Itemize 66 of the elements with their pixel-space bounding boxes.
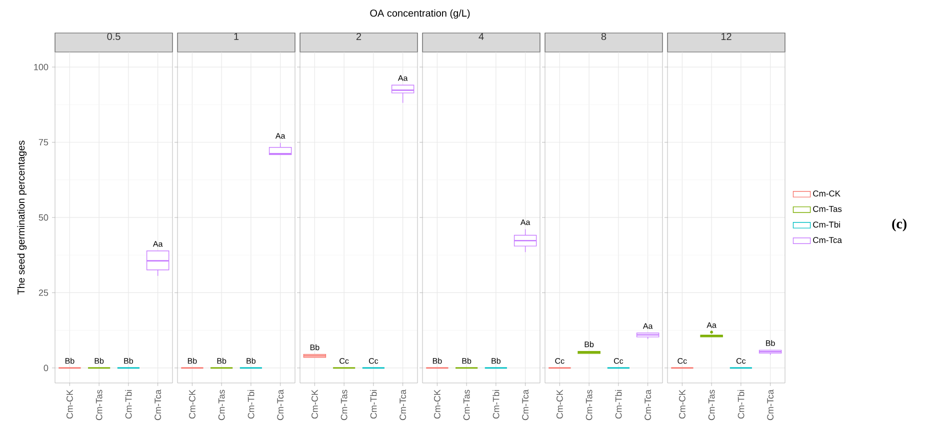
x-tick-label: Cm-CK (556, 390, 563, 419)
annotation: Bb (462, 358, 472, 364)
annotation: Cc (368, 358, 378, 364)
x-tick-label: Cm-CK (312, 390, 318, 419)
legend-label: Cm-Tca (813, 237, 842, 244)
y-tick-label: 100 (34, 64, 48, 70)
x-tick-label: Cm-Tbi (125, 390, 132, 419)
annotation: Cc (614, 358, 624, 364)
x-tick-label: Cm-Tbi (248, 390, 254, 419)
x-tick-label: Cm-Tbi (492, 390, 500, 419)
x-tick-label: Cm-Tas (708, 390, 715, 420)
legend-label: Cm-Tas (813, 206, 842, 212)
x-tick-label: Cm-Tca (400, 390, 406, 420)
annotation: Bb (492, 358, 500, 364)
annotation: Bb (246, 358, 256, 364)
y-tick-label: 0 (44, 364, 48, 372)
annotation: Cc (678, 358, 687, 364)
chart-title: 1 (234, 33, 239, 40)
x-tick-label: Cm-Tas (218, 390, 225, 420)
y-tick-label: 25 (38, 290, 48, 296)
annotation: Bb (65, 358, 74, 364)
x-tick-label: Cm-CK (679, 390, 686, 419)
annotation: Bb (310, 344, 320, 350)
annotation: Aa (398, 75, 408, 81)
text: OA concentration (g/L) (370, 9, 470, 19)
annotation: Aa (520, 219, 530, 226)
annotation: Cc (736, 358, 746, 364)
chart-title: 0.5 (107, 32, 120, 40)
text: (c) (892, 218, 906, 232)
chart-title: 12 (721, 33, 732, 40)
annotation: Aa (152, 241, 163, 247)
legend-label: Cm-CK (813, 190, 840, 197)
x-tick-label: Cm-Tbi (615, 390, 622, 419)
y-tick-label: 75 (38, 139, 48, 146)
x-tick-label: Cm-Tbi (738, 390, 744, 419)
x-tick-label: Cm-Tbi (370, 390, 377, 419)
annotation: Aa (706, 322, 716, 328)
y-axis-title: The seed germination percentages (17, 140, 27, 295)
x-tick-label: Cm-Tca (522, 390, 529, 420)
annotation: Bb (432, 358, 442, 364)
x-tick-label: Cm-CK (434, 390, 440, 419)
x-tick-label: Cm-Tca (154, 390, 162, 420)
annotation: Bb (217, 358, 226, 364)
x-tick-label: Cm-Tas (463, 390, 470, 420)
x-tick-label: Cm-Tas (96, 390, 102, 420)
annotation: Bb (94, 358, 104, 364)
annotation: Cc (555, 358, 564, 364)
chart-title: 8 (601, 32, 606, 40)
x-tick-label: Cm-Tca (277, 390, 284, 420)
annotation: Bb (766, 340, 775, 346)
x-tick-label: Cm-Tas (586, 390, 592, 420)
annotation: Bb (584, 341, 594, 348)
annotation: Bb (124, 358, 133, 364)
x-tick-label: Cm-CK (189, 390, 196, 419)
chart-title: 4 (478, 33, 484, 40)
legend-label: Cm-Tbi (813, 221, 840, 228)
annotation: Aa (275, 133, 286, 139)
chart-title: 2 (356, 33, 362, 40)
annotation: Aa (642, 323, 653, 329)
y-tick-label: 50 (38, 214, 48, 221)
x-tick-label: Cm-Tca (644, 390, 652, 420)
annotation: Cc (340, 358, 349, 364)
x-tick-label: Cm-Tca (767, 390, 774, 420)
x-tick-label: Cm-CK (66, 390, 73, 419)
x-tick-label: Cm-Tas (340, 390, 348, 420)
annotation: Bb (188, 358, 197, 364)
